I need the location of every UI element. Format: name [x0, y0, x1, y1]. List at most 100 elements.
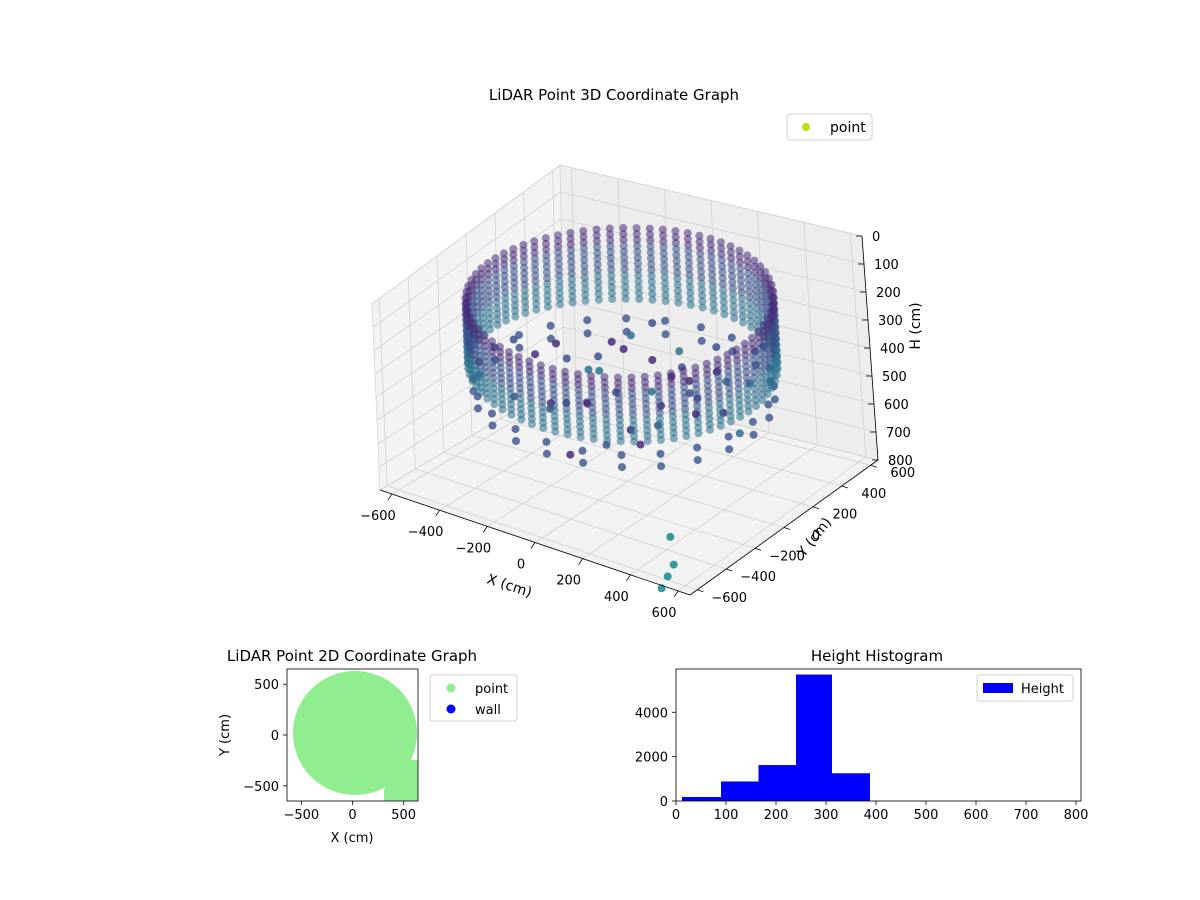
lidar-point — [671, 233, 680, 242]
lidar-point — [730, 314, 739, 323]
lidar-point — [751, 402, 760, 410]
lidar-point — [500, 283, 509, 291]
lidar-point — [697, 285, 706, 294]
lidar-point — [758, 396, 767, 405]
lidar-point — [757, 379, 766, 387]
lidar-point — [501, 305, 510, 314]
lidar-point — [672, 251, 681, 259]
histogram-title: Height Histogram — [811, 647, 943, 665]
lidar-point — [630, 437, 639, 446]
lidar-point — [694, 429, 703, 438]
lidar-point — [726, 248, 735, 257]
lidar-point — [555, 294, 564, 303]
lidar-point — [697, 267, 705, 276]
lidar-point — [719, 298, 728, 307]
lidar-point — [519, 246, 528, 255]
lidar-point — [485, 303, 494, 312]
lidar-point — [531, 282, 540, 291]
lidar-point — [568, 292, 577, 301]
lidar-point — [675, 347, 684, 356]
lidar-point — [726, 417, 735, 426]
lidar-point — [500, 255, 509, 263]
x-tick-label: 200 — [556, 574, 581, 589]
lidar-point — [720, 310, 729, 319]
lidar-point — [484, 275, 493, 284]
lidar-point — [686, 294, 695, 303]
lidar-point — [752, 292, 761, 301]
lidar-point — [672, 245, 681, 253]
lidar-point — [708, 282, 717, 291]
lidar-point — [686, 300, 695, 309]
lidar-point — [552, 339, 560, 348]
y-tick-label: −400 — [740, 570, 776, 585]
lidar-point — [632, 224, 641, 233]
lidar-point — [696, 249, 705, 258]
lidar-point — [743, 251, 752, 260]
lidar-point — [661, 330, 670, 339]
lidar-point — [718, 280, 727, 289]
lidar-point — [738, 300, 747, 309]
lidar-point — [634, 289, 643, 298]
lidar-point — [511, 307, 520, 315]
lidar-point — [660, 273, 669, 282]
chart-2d-title: LiDAR Point 2D Coordinate Graph — [227, 647, 477, 665]
lidar-point — [686, 282, 694, 291]
lidar-point — [510, 290, 519, 299]
lidar-point — [707, 252, 716, 261]
lidar-point — [554, 242, 563, 251]
legend-box — [786, 113, 873, 141]
lidar-point — [751, 286, 760, 295]
lidar-point — [672, 256, 681, 265]
lidar-point — [746, 311, 755, 320]
x-tick-label: −400 — [408, 525, 444, 540]
lidar-point — [520, 263, 529, 272]
lidar-point — [593, 243, 602, 252]
legend-point-marker — [802, 123, 810, 131]
lidar-point — [620, 247, 628, 256]
lidar-point — [707, 246, 715, 255]
lidar-point — [743, 257, 752, 266]
lidar-point — [751, 384, 759, 393]
lidar-point — [509, 335, 518, 344]
x-tick-label: 800 — [1064, 808, 1089, 823]
lidar-point — [745, 299, 754, 308]
lidar-point — [477, 388, 486, 397]
lidar-point — [543, 302, 552, 311]
lidar-point — [606, 230, 614, 239]
lidar-point — [543, 279, 552, 288]
lidar-point — [646, 242, 655, 251]
lidar-point — [483, 394, 492, 403]
lidar-point — [708, 276, 717, 285]
lidar-point — [551, 427, 560, 436]
lidar-point — [755, 344, 764, 353]
lidar-point — [621, 288, 630, 297]
lidar-point — [493, 304, 501, 313]
lidar-point — [648, 319, 657, 328]
lidar-point — [539, 424, 548, 432]
lidar-point — [620, 253, 629, 262]
lidar-point — [606, 242, 615, 251]
lidar-point — [671, 227, 680, 236]
lidar-point — [749, 362, 758, 371]
lidar-point — [747, 323, 756, 332]
y-tick-label: 600 — [890, 466, 915, 481]
x-tick-label: 200 — [764, 808, 789, 823]
lidar-point — [635, 295, 644, 303]
lidar-point — [656, 436, 665, 444]
lidar-point — [742, 373, 751, 382]
lidar-point — [530, 243, 539, 251]
lidar-point — [695, 237, 704, 246]
lidar-point — [491, 254, 500, 263]
lidar-point — [718, 274, 727, 283]
lidar-point — [592, 231, 601, 240]
chart-2d: LiDAR Point 2D Coordinate Graph −500 0 500… — [218, 647, 518, 846]
lidar-point — [530, 237, 539, 246]
lidar-point — [646, 248, 655, 257]
lidar-point — [554, 254, 563, 263]
lidar-point — [673, 286, 682, 295]
lidar-point — [648, 289, 657, 298]
lidar-point — [512, 437, 520, 445]
lidar-point — [519, 252, 528, 261]
histogram-x-ticks: 0 100 200 300 400 500 600 700 800 — [672, 801, 1089, 823]
lidar-point — [530, 248, 539, 257]
